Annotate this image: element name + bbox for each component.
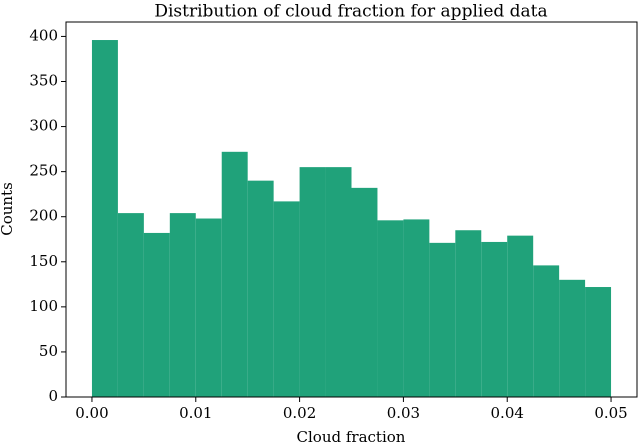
bar <box>403 219 430 397</box>
x-tick-label: 0.05 <box>594 404 627 422</box>
x-axis-label: Cloud fraction <box>297 428 406 446</box>
bar <box>143 232 170 397</box>
x-tick-label: 0.01 <box>179 404 212 422</box>
bar <box>533 265 560 397</box>
bar <box>91 40 118 398</box>
x-tick-label: 0.00 <box>75 404 108 422</box>
bar <box>585 287 612 397</box>
chart-title: Distribution of cloud fraction for appli… <box>154 2 547 22</box>
bar <box>559 279 586 397</box>
y-tick-label: 300 <box>29 117 58 135</box>
bar <box>455 230 482 397</box>
bar <box>429 242 456 397</box>
y-tick-label: 200 <box>29 207 58 225</box>
y-tick-label: 100 <box>29 297 58 315</box>
bar <box>299 167 326 397</box>
bar <box>221 151 248 397</box>
y-tick-label: 50 <box>39 342 58 360</box>
bar <box>325 167 352 397</box>
bar <box>247 180 274 397</box>
y-tick-label: 250 <box>29 162 58 180</box>
x-tick-label: 0.04 <box>491 404 524 422</box>
bar <box>195 218 222 397</box>
bar <box>169 213 196 397</box>
y-tick-label: 400 <box>29 26 58 44</box>
x-tick-label: 0.03 <box>387 404 420 422</box>
bar <box>507 235 534 397</box>
x-tick-label: 0.02 <box>283 404 316 422</box>
plot-frame <box>65 21 638 398</box>
bar <box>377 220 404 397</box>
y-tick-label: 0 <box>48 387 58 405</box>
bar <box>273 201 300 397</box>
bar <box>117 213 144 397</box>
y-tick-label: 150 <box>29 252 58 270</box>
bar <box>481 241 508 397</box>
y-axis-label: Counts <box>0 182 16 236</box>
bar <box>351 187 378 397</box>
y-tick-label: 350 <box>29 71 58 89</box>
